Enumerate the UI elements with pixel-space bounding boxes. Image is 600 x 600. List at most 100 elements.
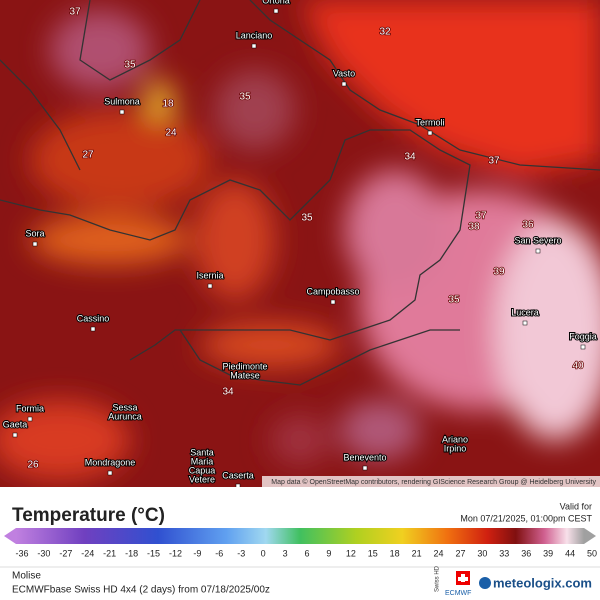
city-label: Formia [16, 403, 44, 413]
city-label: Mondragone [85, 457, 136, 467]
city-marker [12, 432, 18, 438]
scale-tick-label: 18 [390, 548, 400, 558]
city-marker [251, 43, 257, 49]
city-label: Vetere [189, 474, 215, 484]
city-marker [242, 374, 248, 380]
temperature-label: 35 [448, 295, 460, 306]
attribution-bg [262, 476, 600, 487]
scale-tick-label: -24 [81, 548, 94, 558]
city-marker [32, 241, 38, 247]
model-info: ECMWFbase Swiss HD 4x4 (2 days) from 07/… [12, 585, 270, 596]
temperature-label: 34 [222, 387, 234, 398]
city-label: San Severo [514, 235, 561, 245]
city-label: Irpino [444, 443, 467, 453]
city-marker [207, 283, 213, 289]
city-label: Sulmona [104, 96, 140, 106]
temperature-label: 35 [301, 213, 313, 224]
city-marker [107, 470, 113, 476]
city-label: Termoli [415, 117, 444, 127]
color-scale [16, 528, 584, 544]
scale-tick-label: 27 [455, 548, 465, 558]
temperature-label: 40 [572, 361, 584, 372]
city-marker [330, 299, 336, 305]
brand: meteologix.com [493, 575, 592, 590]
temperature-label: 34 [404, 152, 416, 163]
map-labels: Ortona Lanciano Vasto Sulmona Termoli San Sev… [2, 0, 598, 487]
scale-tick-label: 33 [499, 548, 509, 558]
city-label: Matese [230, 370, 260, 380]
scale-tick-label: 15 [368, 548, 378, 558]
scale-tick-label: -18 [125, 548, 138, 558]
scale-tick-label: -27 [59, 548, 72, 558]
scale-tick-label: 36 [521, 548, 531, 558]
city-marker [522, 320, 528, 326]
temperature-label: 38 [468, 222, 480, 233]
city-label: Ortona [262, 0, 290, 5]
city-label: Maria [191, 456, 214, 466]
city-label: Foggia [569, 331, 597, 341]
scale-tick-label: 50 [587, 548, 597, 558]
city-label: Ariano [442, 434, 468, 444]
city-marker [90, 326, 96, 332]
brand-icon [479, 577, 491, 589]
swiss-cross [457, 574, 469, 582]
city-label: Capua [189, 465, 216, 475]
temperature-label: 37 [488, 156, 500, 167]
scale-tick-label: 3 [283, 548, 288, 558]
city-label: Benevento [343, 452, 386, 462]
city-label: Isernia [196, 270, 223, 280]
badge-top: Swiss HD [435, 565, 441, 592]
scale-tick-label: -3 [237, 548, 245, 558]
attribution: Map data © OpenStreetMap contributors, r… [271, 478, 596, 486]
scale-tick-label: -21 [103, 548, 116, 558]
valid-label: Valid for [560, 501, 592, 511]
city-marker [235, 483, 241, 487]
scale-ticks: -36 -30 -27 -24 -21 -18 -15 -12 -9 -6 -3 0 3 6 9 12 15 18… [15, 548, 597, 558]
scale-tick-label: -36 [15, 548, 28, 558]
city-label: Campobasso [306, 286, 359, 296]
city-label: Caserta [222, 470, 254, 480]
temperature-label: 32 [379, 27, 391, 38]
city-marker [199, 460, 205, 466]
scale-arrow-left [4, 528, 16, 544]
badge-bottom: ECMWF [445, 590, 471, 597]
map: Ortona Lanciano Vasto Sulmona Termoli San Sev… [0, 0, 600, 487]
city-marker [427, 130, 433, 136]
city-marker [452, 447, 458, 453]
region: Molise [12, 571, 41, 582]
scale-tick-label: 24 [434, 548, 444, 558]
city-marker [122, 415, 128, 421]
city-label: Vasto [333, 68, 355, 78]
temperature-label: 26 [27, 460, 39, 471]
borders [0, 0, 600, 386]
scale-tick-label: 39 [543, 548, 553, 558]
city-label: Aurunca [108, 411, 142, 421]
scale-tick-label: 9 [326, 548, 331, 558]
city-marker [341, 81, 347, 87]
city-marker [27, 416, 33, 422]
scale-tick-label: -9 [193, 548, 201, 558]
scale-tick-label: -15 [147, 548, 160, 558]
temperature-label: 35 [124, 60, 136, 71]
valid-time: Mon 07/21/2025, 01:00pm CEST [460, 513, 592, 523]
city-label: Sessa [112, 402, 137, 412]
temperature-label: 37 [69, 7, 81, 18]
city-label: Gaeta [3, 419, 28, 429]
city-marker [535, 248, 541, 254]
scale-tick-label: 44 [565, 548, 575, 558]
city-marker [119, 109, 125, 115]
city-marker [580, 344, 586, 350]
temperature-label: 35 [239, 92, 251, 103]
city-label: Lucera [511, 307, 539, 317]
city-label: Sora [25, 228, 44, 238]
temperature-label: 27 [82, 150, 94, 161]
temperature-label: 37 [475, 211, 487, 222]
legend-panel: Temperature (°C) Valid for Mon 07/21/202… [0, 501, 600, 597]
temperature-label: 36 [522, 220, 534, 231]
city-label: Piedimonte [222, 361, 267, 371]
city-label: Santa [190, 447, 214, 457]
scale-tick-label: -12 [169, 548, 182, 558]
city-label: Lanciano [236, 30, 273, 40]
scale-tick-label: 21 [412, 548, 422, 558]
